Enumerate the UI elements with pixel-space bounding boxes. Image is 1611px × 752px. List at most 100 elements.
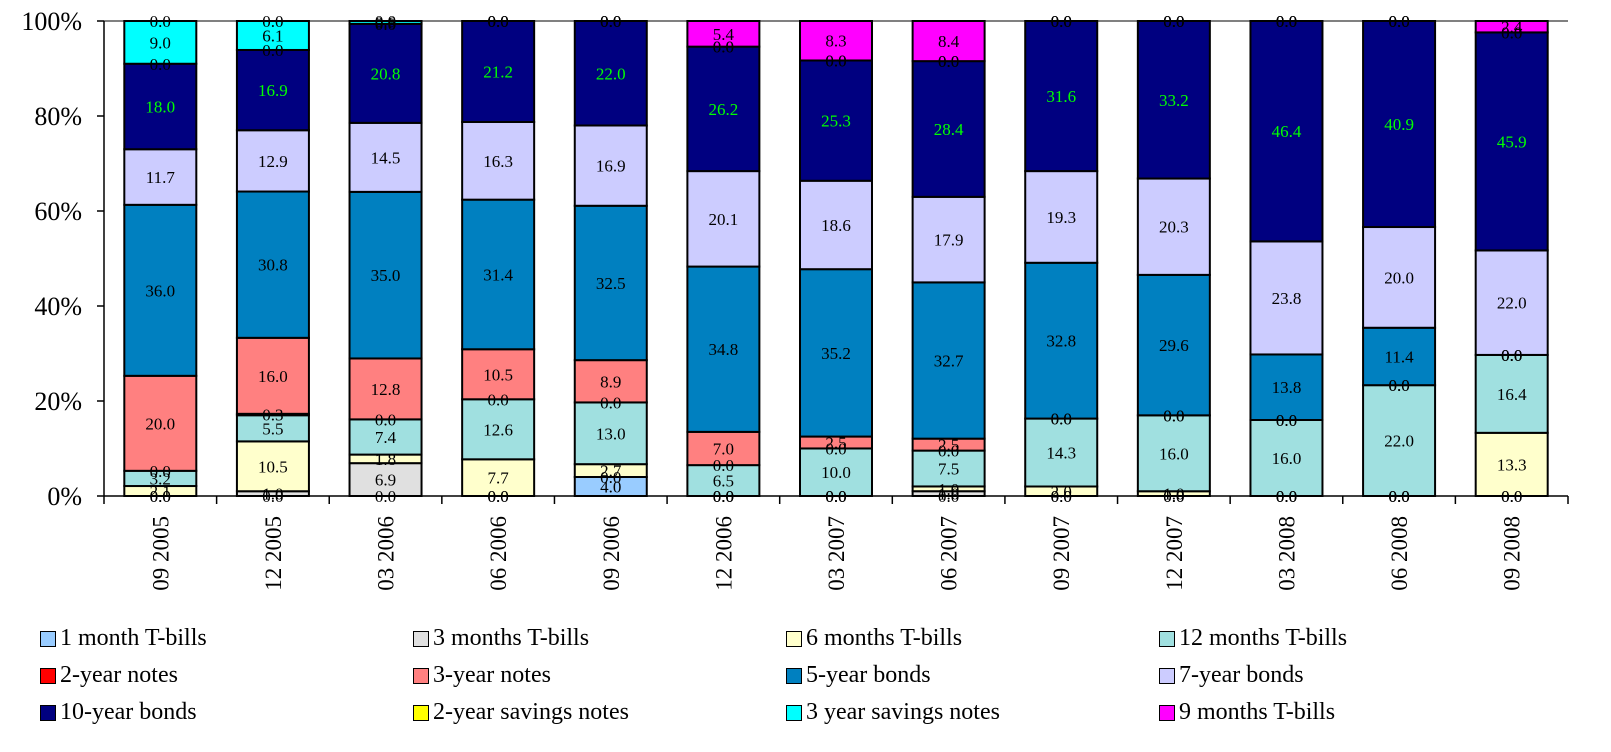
data-label: 0.0 (1276, 487, 1297, 506)
data-label: 1.0 (938, 480, 959, 499)
data-label: 20.0 (145, 414, 175, 433)
bar-segment (686, 430, 761, 467)
bar-segment (235, 129, 310, 193)
x-tick-label: 03 2007 (824, 516, 849, 591)
bar-segment (1249, 20, 1324, 243)
data-label: 0.0 (1163, 487, 1184, 506)
data-label: 0.0 (938, 52, 959, 71)
data-label: 0.0 (1051, 12, 1072, 31)
legend-swatch (1159, 667, 1175, 684)
x-tick-label: 03 2006 (374, 516, 399, 591)
data-label: 0.0 (825, 487, 846, 506)
legend-label: 6 months T-bills (806, 625, 963, 651)
legend-item: 10-year bonds (40, 699, 197, 726)
data-label: 21.2 (483, 63, 513, 82)
data-label: 0.0 (150, 487, 171, 506)
bar-segment (911, 281, 986, 440)
data-label: 0.0 (1501, 487, 1522, 506)
data-label: 0.0 (488, 487, 509, 506)
bar-segment (1474, 31, 1549, 252)
data-label: 7.5 (938, 460, 959, 479)
bar-segment (799, 20, 873, 62)
x-tick-label: 06 2008 (1387, 516, 1412, 591)
data-label: 12.8 (371, 380, 401, 399)
data-label: 0.0 (262, 12, 283, 31)
data-label: 0.0 (150, 462, 171, 481)
data-label: 34.8 (709, 340, 739, 359)
data-label: 7.7 (488, 469, 510, 488)
bar-segment (1136, 20, 1211, 180)
x-tick-label: 12 2007 (1162, 516, 1187, 591)
data-label: 0.0 (375, 12, 396, 31)
legend-item: 1 month T-bills (40, 625, 207, 652)
bar-segment (1249, 353, 1324, 422)
legend-swatch (40, 667, 56, 684)
data-label: 0.0 (825, 51, 846, 70)
data-label: 0.0 (1388, 376, 1409, 395)
legend-label: 2-year savings notes (433, 699, 629, 725)
data-label: 4.0 (600, 478, 621, 497)
data-label: 0.0 (262, 41, 283, 60)
legend-label: 7-year bonds (1179, 662, 1304, 688)
data-label: 2.5 (938, 436, 959, 455)
bar-segment (461, 20, 536, 124)
data-label: 0.0 (1276, 411, 1297, 430)
data-label: 6.9 (375, 471, 396, 490)
data-label: 0.0 (600, 12, 621, 31)
bar-segment (1362, 226, 1437, 329)
data-label: 0.0 (825, 439, 846, 458)
legend-label: 3-year notes (433, 662, 551, 688)
bar-segment (1474, 20, 1549, 34)
legend-swatch (1159, 630, 1175, 647)
bar-segment (573, 124, 648, 207)
data-label: 16.4 (1497, 385, 1527, 404)
bar-segment (1136, 414, 1211, 493)
data-label: 20.8 (371, 64, 401, 83)
data-label: 0.0 (150, 12, 171, 31)
data-label: 0.0 (1388, 12, 1409, 31)
data-label: 0.0 (938, 487, 959, 506)
data-label: 10.0 (821, 463, 851, 482)
bar-segment (1474, 249, 1549, 356)
data-label: 2.1 (150, 482, 171, 501)
data-label: 0.0 (1276, 12, 1297, 31)
data-label: 0.0 (713, 487, 734, 506)
data-label: 16.0 (258, 367, 288, 386)
data-label: 0.3 (262, 406, 283, 425)
legend-item: 7-year bonds (1159, 662, 1304, 689)
data-label: 0.0 (488, 390, 509, 409)
x-tick-label: 06 2006 (486, 516, 511, 591)
data-label: 7.4 (375, 428, 397, 447)
data-label: 25.3 (821, 112, 851, 131)
data-label: 0.0 (1051, 410, 1072, 429)
data-label: 0.0 (488, 12, 509, 31)
bar-segment (348, 20, 423, 25)
data-label: 32.8 (1046, 332, 1076, 351)
bar-segment (911, 449, 986, 488)
legend-label: 5-year bonds (806, 662, 931, 688)
legend-swatch (413, 667, 429, 684)
data-label: 8.4 (938, 32, 960, 51)
data-label: 16.0 (1272, 449, 1302, 468)
bar-segment (348, 357, 423, 421)
data-label: 12.6 (483, 420, 513, 439)
bar-segment (1024, 20, 1099, 173)
data-label: 0.0 (713, 487, 734, 506)
data-label: 6.5 (713, 472, 734, 491)
data-label: 35.0 (371, 266, 401, 285)
data-label: 8.9 (600, 372, 621, 391)
data-label: 0.0 (150, 487, 171, 506)
legend-item: 2-year savings notes (413, 699, 629, 726)
bar-segment (1249, 240, 1324, 356)
data-label: 1.0 (938, 485, 959, 504)
data-label: 0.0 (600, 468, 621, 487)
y-tick-label: 80% (34, 102, 82, 131)
data-label: 22.0 (1497, 294, 1527, 313)
data-label: 17.9 (934, 231, 964, 250)
bar-segment (799, 59, 873, 182)
data-label: 10.5 (258, 457, 288, 476)
data-label: 0.0 (1163, 12, 1184, 31)
bar-segment (348, 22, 423, 124)
legend-swatch (40, 630, 56, 647)
